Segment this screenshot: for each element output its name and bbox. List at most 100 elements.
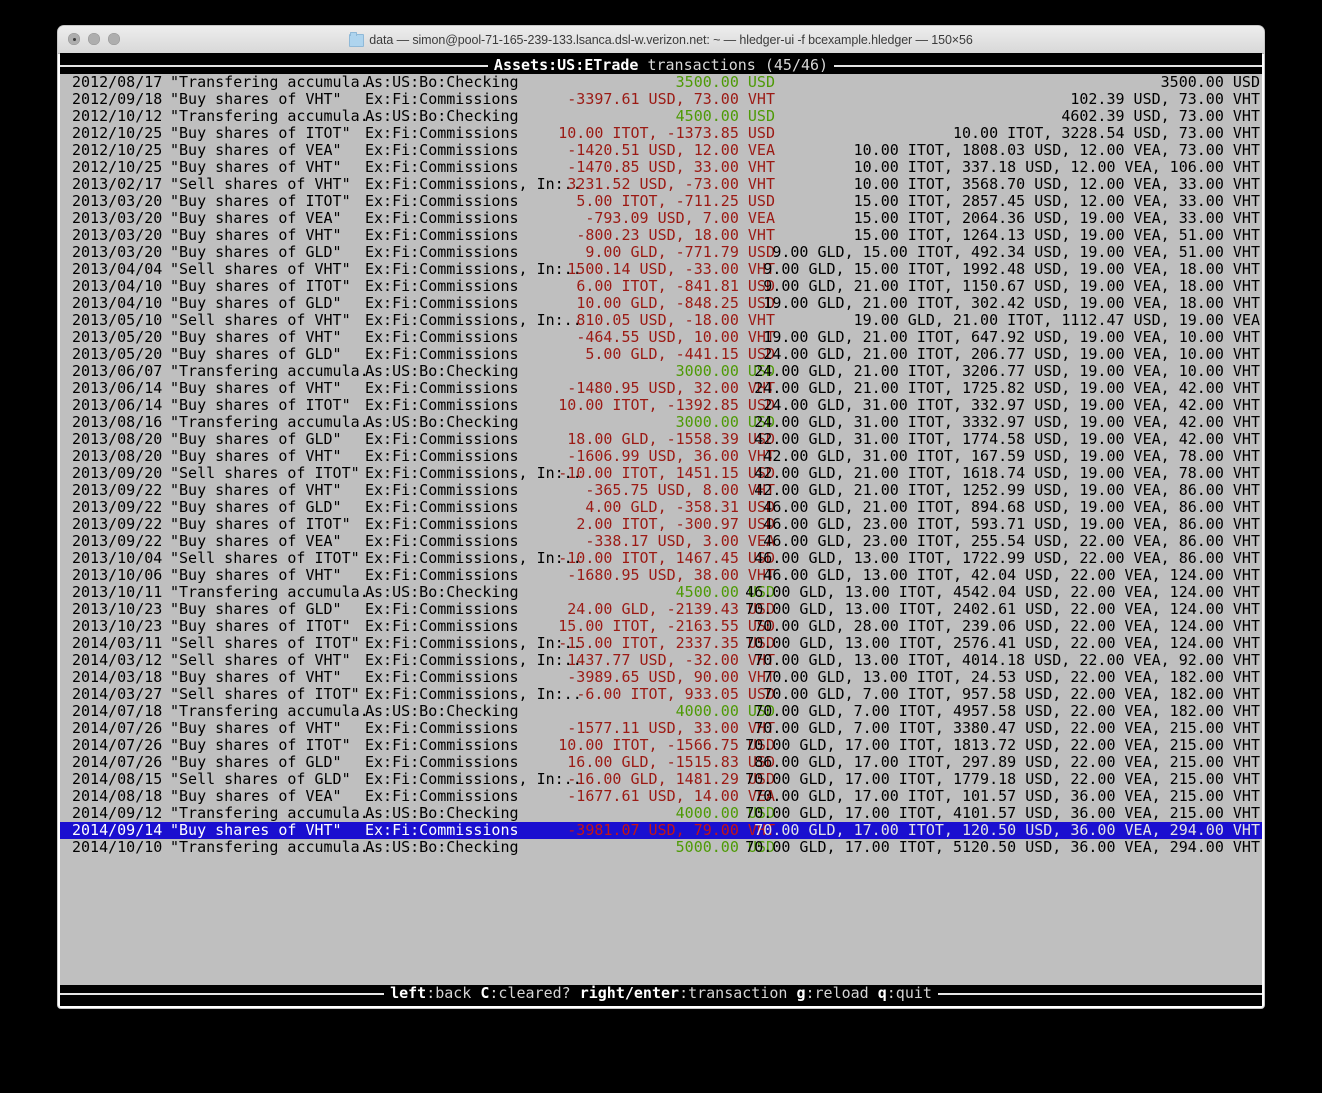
table-row[interactable]: 2013/06/07 "Transfering accumula.. As:US:B… — [60, 363, 1262, 380]
table-row[interactable]: 2013/09/20 "Sell shares of ITOT" Ex:Fi:Com… — [60, 465, 1262, 482]
table-row[interactable]: 2014/09/14 "Buy shares of VHT" Ex:Fi:Commi… — [60, 822, 1262, 839]
table-row[interactable]: 2013/09/22 "Buy shares of ITOT" Ex:Fi:Comm… — [60, 516, 1262, 533]
transaction-amount: -1470.85 USD, 33.00 VHT — [567, 158, 775, 176]
transaction-balance: 46.00 GLD, 13.00 ITOT, 1722.99 USD, 22.0… — [754, 549, 1260, 567]
table-row[interactable]: 2013/06/14 "Buy shares of VHT" Ex:Fi:Commi… — [60, 380, 1262, 397]
table-row[interactable]: 2014/10/10 "Transfering accumula.. As:US:B… — [60, 839, 1262, 856]
transaction-account: Ex:Fi:Commissions — [365, 481, 519, 499]
table-row[interactable]: 2012/08/17 "Transfering accumula.. As:US:B… — [60, 74, 1262, 91]
transaction-date: 2014/07/26 — [72, 753, 163, 771]
transaction-balance: 10.00 ITOT, 1808.03 USD, 12.00 VEA, 73.0… — [853, 141, 1260, 159]
transaction-amount: 5000.00 USD — [675, 838, 775, 856]
transaction-balance: 24.00 GLD, 21.00 ITOT, 206.77 USD, 19.00… — [763, 345, 1260, 363]
table-row[interactable]: 2013/03/20 "Buy shares of VEA" Ex:Fi:Commi… — [60, 210, 1262, 227]
table-row[interactable]: 2013/03/20 "Buy shares of VHT" Ex:Fi:Commi… — [60, 227, 1262, 244]
table-row[interactable]: 2013/10/04 "Sell shares of ITOT" Ex:Fi:Com… — [60, 550, 1262, 567]
transaction-date: 2014/09/12 — [72, 804, 163, 822]
transaction-amount: -338.17 USD, 3.00 VEA — [585, 532, 775, 550]
table-row[interactable]: 2013/10/11 "Transfering accumula.. As:US:B… — [60, 584, 1262, 601]
transaction-description: "Sell shares of ITOT" — [170, 634, 360, 652]
transaction-amount: 6.00 ITOT, -841.81 USD — [576, 277, 775, 295]
table-row[interactable]: 2014/08/15 "Sell shares of GLD" Ex:Fi:Comm… — [60, 771, 1262, 788]
transaction-amount: 1500.14 USD, -33.00 VHT — [567, 260, 775, 278]
transaction-description: "Buy shares of VEA" — [170, 209, 342, 227]
transaction-date: 2013/06/14 — [72, 396, 163, 414]
table-row[interactable]: 2013/09/22 "Buy shares of VEA" Ex:Fi:Commi… — [60, 533, 1262, 550]
table-row[interactable]: 2014/03/18 "Buy shares of VHT" Ex:Fi:Commi… — [60, 669, 1262, 686]
table-row[interactable]: 2013/09/22 "Buy shares of GLD" Ex:Fi:Commi… — [60, 499, 1262, 516]
table-row[interactable]: 2013/08/16 "Transfering accumula.. As:US:B… — [60, 414, 1262, 431]
transaction-amount: 4000.00 USD — [675, 702, 775, 720]
table-row[interactable]: 2014/08/18 "Buy shares of VEA" Ex:Fi:Commi… — [60, 788, 1262, 805]
transaction-balance: 9.00 GLD, 15.00 ITOT, 492.34 USD, 19.00 … — [772, 243, 1260, 261]
transaction-account: Ex:Fi:Commissions, In:.. — [365, 464, 582, 482]
transaction-account: Ex:Fi:Commissions, In:.. — [365, 549, 582, 567]
table-row[interactable]: 2013/05/10 "Sell shares of VHT" Ex:Fi:Comm… — [60, 312, 1262, 329]
transaction-balance: 70.00 GLD, 17.00 ITOT, 1779.18 USD, 22.0… — [745, 770, 1260, 788]
screen-header: Assets:US:ETrade transactions (45/46) — [60, 57, 1262, 74]
zoom-button[interactable] — [108, 33, 120, 45]
transaction-amount: 9.00 GLD, -771.79 USD — [585, 243, 775, 261]
table-row[interactable]: 2014/07/26 "Buy shares of VHT" Ex:Fi:Commi… — [60, 720, 1262, 737]
table-row[interactable]: 2013/06/14 "Buy shares of ITOT" Ex:Fi:Comm… — [60, 397, 1262, 414]
transaction-date: 2012/10/25 — [72, 158, 163, 176]
table-row[interactable]: 2014/07/18 "Transfering accumula.. As:US:B… — [60, 703, 1262, 720]
table-row[interactable]: 2013/03/20 "Buy shares of GLD" Ex:Fi:Commi… — [60, 244, 1262, 261]
table-row[interactable]: 2014/07/26 "Buy shares of ITOT" Ex:Fi:Comm… — [60, 737, 1262, 754]
table-row[interactable]: 2013/04/10 "Buy shares of ITOT" Ex:Fi:Comm… — [60, 278, 1262, 295]
table-row[interactable]: 2013/08/20 "Buy shares of VHT" Ex:Fi:Commi… — [60, 448, 1262, 465]
transaction-description: "Transfering accumula.. — [170, 107, 378, 125]
transaction-description: "Buy shares of GLD" — [170, 430, 342, 448]
table-row[interactable]: 2013/04/04 "Sell shares of VHT" Ex:Fi:Comm… — [60, 261, 1262, 278]
table-row[interactable]: 2013/05/20 "Buy shares of VHT" Ex:Fi:Commi… — [60, 329, 1262, 346]
transaction-account: Ex:Fi:Commissions — [365, 294, 519, 312]
table-row[interactable]: 2013/04/10 "Buy shares of GLD" Ex:Fi:Commi… — [60, 295, 1262, 312]
transaction-date: 2013/03/20 — [72, 226, 163, 244]
table-row[interactable]: 2013/09/22 "Buy shares of VHT" Ex:Fi:Commi… — [60, 482, 1262, 499]
table-row[interactable]: 2013/08/20 "Buy shares of GLD" Ex:Fi:Commi… — [60, 431, 1262, 448]
transaction-account: Ex:Fi:Commissions — [365, 498, 519, 516]
table-row[interactable]: 2014/03/11 "Sell shares of ITOT" Ex:Fi:Com… — [60, 635, 1262, 652]
table-row[interactable]: 2013/10/23 "Buy shares of GLD" Ex:Fi:Commi… — [60, 601, 1262, 618]
transaction-description: "Buy shares of GLD" — [170, 600, 342, 618]
table-row[interactable]: 2012/10/25 "Buy shares of VEA" Ex:Fi:Commi… — [60, 142, 1262, 159]
table-row[interactable]: 2013/10/06 "Buy shares of VHT" Ex:Fi:Commi… — [60, 567, 1262, 584]
table-row[interactable]: 2012/10/25 "Buy shares of ITOT" Ex:Fi:Comm… — [60, 125, 1262, 142]
transaction-amount: -800.23 USD, 18.00 VHT — [576, 226, 775, 244]
transaction-date: 2014/08/18 — [72, 787, 163, 805]
transaction-date: 2013/04/10 — [72, 294, 163, 312]
table-row[interactable]: 2013/10/23 "Buy shares of ITOT" Ex:Fi:Comm… — [60, 618, 1262, 635]
transaction-description: "Buy shares of VHT" — [170, 226, 342, 244]
window-controls[interactable] — [68, 33, 120, 45]
table-row[interactable]: 2012/10/12 "Transfering accumula.. As:US:B… — [60, 108, 1262, 125]
transaction-account: Ex:Fi:Commissions — [365, 566, 519, 584]
transaction-account: As:US:Bo:Checking — [365, 73, 519, 91]
transaction-description: "Transfering accumula.. — [170, 413, 378, 431]
transaction-date: 2014/09/14 — [72, 821, 163, 839]
status-action: :transaction — [679, 984, 797, 1002]
table-row[interactable]: 2012/09/18 "Buy shares of VHT" Ex:Fi:Commi… — [60, 91, 1262, 108]
table-row[interactable]: 2012/10/25 "Buy shares of VHT" Ex:Fi:Commi… — [60, 159, 1262, 176]
table-row[interactable]: 2014/09/12 "Transfering accumula.. As:US:B… — [60, 805, 1262, 822]
table-row[interactable]: 2013/02/17 "Sell shares of VHT" Ex:Fi:Comm… — [60, 176, 1262, 193]
table-row[interactable]: 2014/07/26 "Buy shares of GLD" Ex:Fi:Commi… — [60, 754, 1262, 771]
status-action: :reload — [805, 984, 878, 1002]
transaction-amount: -1677.61 USD, 14.00 VEA — [567, 787, 775, 805]
transaction-amount: -16.00 GLD, 1481.29 USD — [567, 770, 775, 788]
transaction-description: "Sell shares of VHT" — [170, 260, 351, 278]
table-row[interactable]: 2014/03/12 "Sell shares of VHT" Ex:Fi:Comm… — [60, 652, 1262, 669]
table-row[interactable]: 2014/03/27 "Sell shares of ITOT" Ex:Fi:Com… — [60, 686, 1262, 703]
transaction-balance: 24.00 GLD, 31.00 ITOT, 332.97 USD, 19.00… — [763, 396, 1260, 414]
table-row[interactable]: 2013/03/20 "Buy shares of ITOT" Ex:Fi:Comm… — [60, 193, 1262, 210]
transaction-balance: 42.00 GLD, 31.00 ITOT, 1774.58 USD, 19.0… — [754, 430, 1260, 448]
close-button[interactable] — [68, 33, 80, 45]
transactions-table[interactable]: 2012/08/17 "Transfering accumula.. As:US:B… — [60, 74, 1262, 985]
minimize-button[interactable] — [88, 33, 100, 45]
transaction-balance: 15.00 ITOT, 2064.36 USD, 19.00 VEA, 33.0… — [853, 209, 1260, 227]
table-row[interactable]: 2013/05/20 "Buy shares of GLD" Ex:Fi:Commi… — [60, 346, 1262, 363]
transaction-account: As:US:Bo:Checking — [365, 107, 519, 125]
transaction-amount: -1680.95 USD, 38.00 VHT — [567, 566, 775, 584]
window-title: data — simon@pool-71-165-239-133.lsanca.… — [58, 31, 1264, 47]
transaction-account: As:US:Bo:Checking — [365, 804, 519, 822]
transaction-balance: 3500.00 USD — [1160, 73, 1260, 91]
